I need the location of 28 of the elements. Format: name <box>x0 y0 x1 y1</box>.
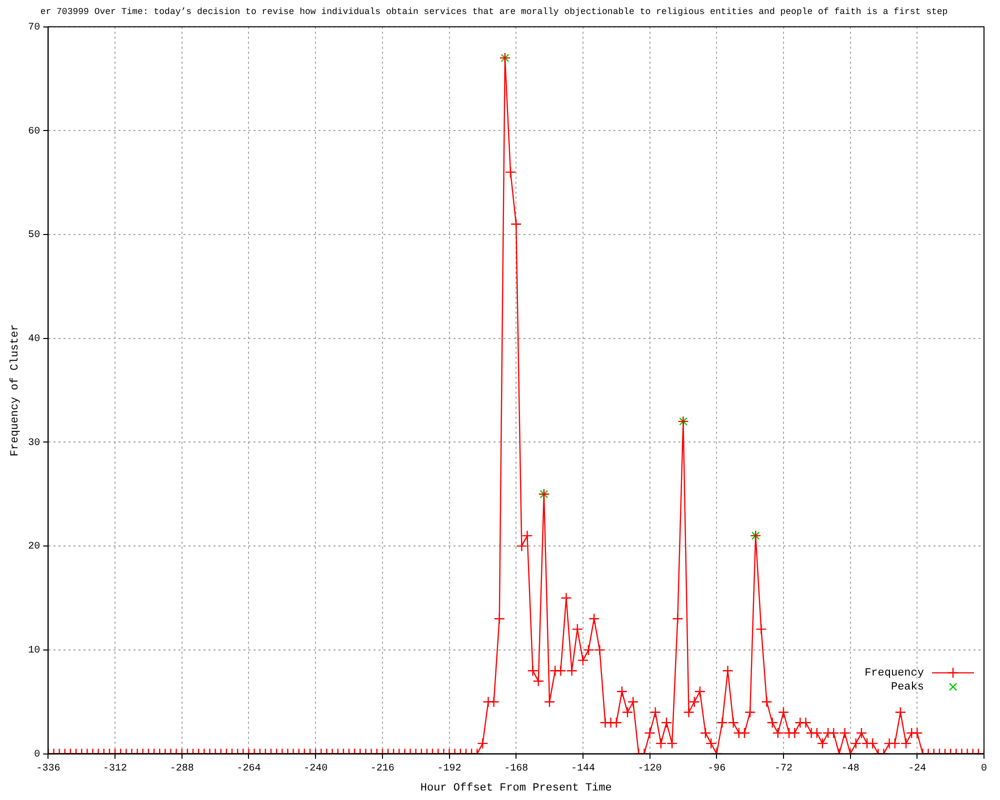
x-axis-title: Hour Offset From Present Time <box>420 782 612 794</box>
y-tick-label: 30 <box>28 438 40 449</box>
x-tick-label: -216 <box>370 763 394 774</box>
y-tick-label: 20 <box>28 542 40 553</box>
y-tick-label: 50 <box>28 230 40 242</box>
x-tick-label: -336 <box>36 763 60 774</box>
x-tick-label: -24 <box>908 763 926 774</box>
x-tick-label: -288 <box>170 763 194 774</box>
legend-label: Frequency <box>864 668 924 680</box>
y-tick-label: 40 <box>28 334 40 346</box>
x-tick-label: -240 <box>304 763 328 774</box>
x-tick-label: -168 <box>504 763 528 774</box>
chart-title: er 703999 Over Time: today’s decision to revise how individuals obtain services that are morally objectionable to religious entities and people of faith is a first step <box>40 6 948 17</box>
y-tick-label: 70 <box>28 22 40 34</box>
x-tick-label: -264 <box>236 763 261 774</box>
x-tick-label: -192 <box>437 763 462 774</box>
x-tick-label: -72 <box>774 763 792 774</box>
x-tick-label: -312 <box>103 763 128 774</box>
x-tick-label: -120 <box>638 763 662 774</box>
y-axis-title: Frequency of Cluster <box>10 324 22 456</box>
x-tick-label: -48 <box>841 763 860 774</box>
y-tick-label: 0 <box>34 749 40 760</box>
y-tick-label: 60 <box>28 126 40 138</box>
y-tick-label: 10 <box>28 646 40 657</box>
x-tick-label: 0 <box>980 763 988 774</box>
x-tick-label: -96 <box>708 763 726 774</box>
legend-label: Peaks <box>890 682 924 694</box>
x-tick-label: -144 <box>570 763 595 774</box>
